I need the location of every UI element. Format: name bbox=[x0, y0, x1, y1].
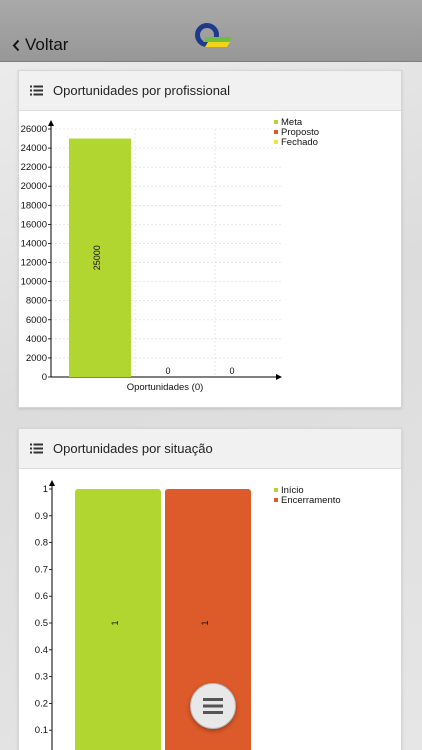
y-axis-arrow bbox=[48, 120, 54, 126]
y-tick-label: 0.8 bbox=[35, 538, 48, 549]
y-tick-label: 8000 bbox=[26, 296, 47, 307]
y-tick-label: 6000 bbox=[26, 315, 47, 326]
y-tick-label: 26000 bbox=[21, 124, 47, 135]
list-icon bbox=[30, 85, 43, 96]
bar-chart-status: 00.10.20.30.40.50.60.70.80.9111Oportunid… bbox=[35, 480, 341, 750]
y-tick-label: 18000 bbox=[21, 200, 47, 211]
y-tick-label: 0.9 bbox=[35, 511, 48, 522]
y-tick-label: 16000 bbox=[21, 219, 47, 230]
legend-swatch bbox=[274, 120, 278, 124]
x-axis-arrow bbox=[276, 374, 282, 380]
chevron-left-icon bbox=[12, 39, 20, 51]
card-title: Oportunidades por profissional bbox=[53, 83, 231, 98]
y-tick-label: 1 bbox=[43, 484, 48, 495]
legend-swatch bbox=[274, 498, 278, 502]
legend-swatch bbox=[274, 140, 278, 144]
y-tick-label: 12000 bbox=[21, 258, 47, 269]
top-bar: Voltar bbox=[0, 0, 422, 62]
y-tick-label: 10000 bbox=[21, 277, 47, 288]
y-tick-label: 24000 bbox=[21, 143, 47, 154]
y-axis-arrow bbox=[49, 480, 55, 486]
card-title: Oportunidades por situação bbox=[53, 441, 213, 456]
legend-label: Início bbox=[281, 485, 304, 496]
chart-area: 00.10.20.30.40.50.60.70.80.9111Oportunid… bbox=[19, 469, 401, 750]
legend-swatch bbox=[274, 488, 278, 492]
legend-label: Meta bbox=[281, 117, 303, 128]
data-label: 1 bbox=[200, 620, 210, 625]
card-opportunities-by-professional: Oportunidades por profissional 0 2000 4000… bbox=[18, 70, 402, 408]
y-tick-label: 0.5 bbox=[35, 618, 48, 629]
hamburger-menu-icon bbox=[203, 698, 223, 714]
y-tick-label: 20000 bbox=[21, 181, 47, 192]
chart-area: 0 2000 4000 6000 8000 10000 12000 14000 16000 180… bbox=[19, 111, 401, 407]
data-label: 0 bbox=[229, 366, 234, 376]
y-tick-label: 0 bbox=[42, 372, 47, 383]
list-icon bbox=[30, 443, 43, 454]
card-header: Oportunidades por profissional bbox=[19, 71, 401, 111]
x-category-label: Oportunidades (0) bbox=[127, 382, 204, 393]
legend-label: Fechado bbox=[281, 137, 318, 148]
bar-meta bbox=[69, 138, 131, 377]
y-tick-label: 0.4 bbox=[35, 645, 48, 656]
menu-button[interactable] bbox=[190, 683, 236, 729]
bar-chart-professional: 0 2000 4000 6000 8000 10000 12000 14000 16000 180… bbox=[21, 117, 319, 393]
data-label: 1 bbox=[110, 620, 120, 625]
bar-encerramento bbox=[165, 489, 251, 750]
y-tick-label: 22000 bbox=[21, 162, 47, 173]
y-tick-label: 14000 bbox=[21, 238, 47, 249]
data-label: 0 bbox=[165, 366, 170, 376]
y-tick-label: 0.6 bbox=[35, 591, 48, 602]
y-tick-label: 4000 bbox=[26, 334, 47, 345]
back-label: Voltar bbox=[25, 35, 69, 54]
legend-swatch bbox=[274, 130, 278, 134]
company-logo-icon bbox=[195, 23, 232, 47]
card-header: Oportunidades por situação bbox=[19, 429, 401, 469]
y-tick-label: 0.3 bbox=[35, 672, 48, 683]
bar-início bbox=[75, 489, 161, 750]
legend-label: Proposto bbox=[281, 127, 319, 138]
y-tick-label: 0.2 bbox=[35, 698, 48, 709]
legend-label: Encerramento bbox=[281, 495, 341, 506]
y-tick-label: 0.7 bbox=[35, 564, 48, 575]
y-tick-label: 2000 bbox=[26, 353, 47, 364]
data-label: 25000 bbox=[92, 245, 102, 270]
back-button[interactable]: Voltar bbox=[12, 34, 68, 56]
y-tick-label: 0.1 bbox=[35, 725, 48, 736]
